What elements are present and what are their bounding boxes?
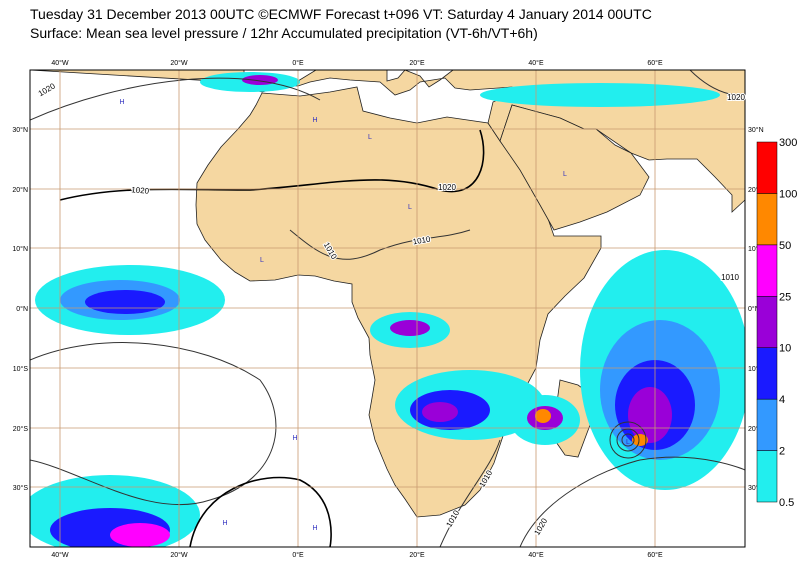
isobar xyxy=(289,229,471,260)
colorbar-label: 100 xyxy=(779,188,797,200)
isobar xyxy=(30,342,277,506)
pressure-centre: L xyxy=(563,171,567,178)
lat-label: 30°N xyxy=(12,126,28,134)
lat-label: 30°S xyxy=(748,484,764,492)
precip-area xyxy=(85,290,165,314)
lon-label: 20°W xyxy=(170,551,188,559)
lon-label: 20°E xyxy=(409,59,425,67)
lat-label: 0°N xyxy=(16,305,28,313)
lon-label: 20°E xyxy=(409,551,425,559)
lon-label: 40°E xyxy=(528,551,544,559)
pressure-centre: H xyxy=(119,99,124,106)
colorbar-label: 50 xyxy=(779,240,791,252)
isobar-label: 1010 xyxy=(412,234,432,246)
colorbar-band xyxy=(756,244,778,297)
colorbar-band xyxy=(756,347,778,400)
precip-area xyxy=(422,402,458,422)
map-body xyxy=(30,70,745,547)
isobar xyxy=(616,428,640,452)
arabia xyxy=(499,104,650,231)
isobar xyxy=(621,433,635,447)
map-frame xyxy=(29,69,746,548)
lat-label: 0°N xyxy=(748,305,760,313)
lon-label: 60°E xyxy=(647,59,663,67)
title: Tuesday 31 December 2013 00UTC ©ECMWF Fo… xyxy=(30,6,652,22)
lat-label: 10°S xyxy=(748,365,764,373)
precip-area xyxy=(628,387,672,443)
pressure-centre: L xyxy=(260,257,264,264)
lon-label: 40°W xyxy=(51,59,69,67)
isobar-label: 1020 xyxy=(438,183,456,192)
pressure-centre: L xyxy=(626,439,630,446)
isobar-label: 1020 xyxy=(131,185,150,196)
lat-label: 10°N xyxy=(12,245,28,253)
precip-area xyxy=(110,523,170,547)
colorbar-label: 10 xyxy=(779,343,791,355)
lat-label: 20°N xyxy=(12,186,28,194)
colorbar-band xyxy=(756,398,778,451)
lat-label: 20°S xyxy=(748,425,764,433)
isobar xyxy=(519,456,745,547)
lon-label: 0°E xyxy=(292,59,304,67)
lat-label: 30°N xyxy=(748,126,764,134)
pressure-centre: H xyxy=(312,117,317,124)
lat-label: 30°S xyxy=(13,484,29,492)
pressure-centre: H xyxy=(312,525,317,532)
lon-label: 20°W xyxy=(170,59,188,67)
colorbar-band xyxy=(756,141,778,194)
pressure-centre: L xyxy=(368,134,372,141)
lat-label: 10°N xyxy=(748,245,764,253)
precip-area xyxy=(535,409,551,423)
colorbar-label: 2 xyxy=(779,446,785,458)
isobar xyxy=(609,421,647,459)
colorbar-band xyxy=(756,193,778,246)
precip-area xyxy=(390,320,430,336)
isobars xyxy=(30,70,745,547)
lat-label: 20°S xyxy=(13,425,29,433)
lon-label: 0°E xyxy=(292,551,304,559)
pressure-centre: H xyxy=(222,520,227,527)
pressure-centre: H xyxy=(292,435,297,442)
subtitle: Surface: Mean sea level pressure / 12hr … xyxy=(30,25,538,41)
precipitation xyxy=(30,72,745,547)
lon-label: 40°W xyxy=(51,551,69,559)
lon-label: 40°E xyxy=(528,59,544,67)
lon-label: 60°E xyxy=(647,551,663,559)
colorbar-band xyxy=(756,296,778,348)
colorbar-label: 4 xyxy=(779,394,785,406)
colorbar-label: 25 xyxy=(779,291,791,303)
colorbar-label: 0.5 xyxy=(779,497,794,509)
precip-area xyxy=(632,434,648,446)
graticule xyxy=(30,70,745,547)
colorbar-band xyxy=(756,450,778,503)
precip-area xyxy=(480,83,720,107)
lat-label: 10°S xyxy=(13,365,29,373)
isobar-label: 1010 xyxy=(721,273,739,282)
pressure-centre: L xyxy=(408,204,412,211)
isobar xyxy=(30,77,321,121)
colorbar-label: 300 xyxy=(779,137,797,149)
isobar xyxy=(689,70,745,96)
isobar-label: 1020 xyxy=(727,93,745,102)
precip-area xyxy=(242,75,278,85)
lat-label: 20°N xyxy=(748,186,764,194)
isobar xyxy=(59,129,485,201)
isobar xyxy=(189,476,332,547)
